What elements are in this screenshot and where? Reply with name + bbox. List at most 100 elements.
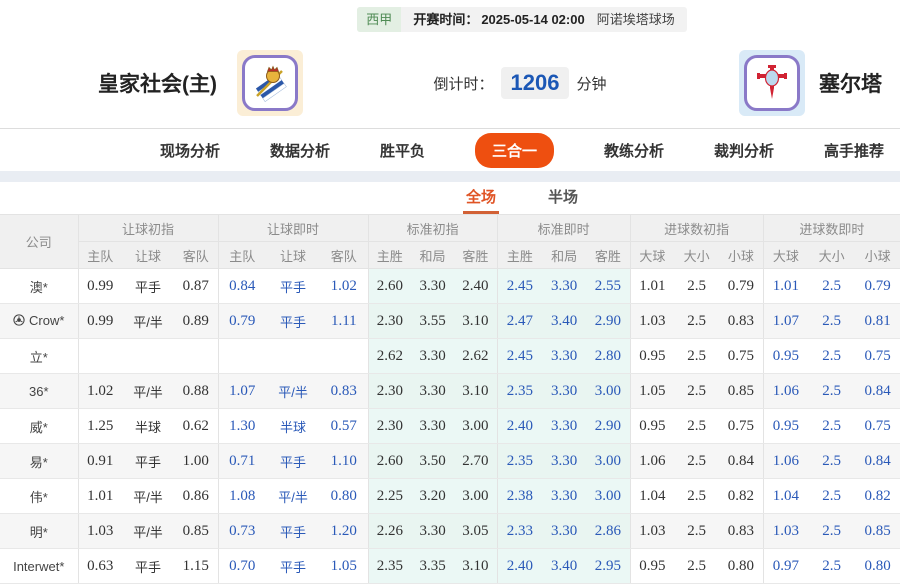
odds-cell: 2.5 (674, 338, 720, 374)
odds-cell: 1.02 (77, 373, 122, 409)
odds-cell: 1.06 (629, 443, 675, 479)
odds-cell: 3.00 (586, 443, 631, 479)
top-bar: 西甲 开赛时间： 2025-05-14 02:00 阿诺埃塔球场 (0, 0, 900, 38)
odds-cell: 1.01 (77, 478, 122, 514)
column-header: 客队 (320, 241, 369, 269)
soccer-ball-icon (13, 314, 25, 326)
odds-cell: 1.30 (217, 408, 267, 444)
odds-cell: 0.84 (217, 268, 267, 304)
odds-cell: 2.5 (808, 548, 856, 584)
column-header: 客队 (174, 241, 219, 269)
odds-cell: 3.00 (586, 478, 631, 514)
company-name: 伟* (29, 489, 48, 505)
match-info-strip: 西甲 开赛时间： 2025-05-14 02:00 阿诺埃塔球场 (357, 6, 687, 32)
group-header: 让球初指 (77, 214, 219, 242)
column-header: 让球 (266, 241, 321, 269)
company-cell[interactable]: 威* (0, 408, 78, 444)
odds-cell: 3.30 (542, 338, 587, 374)
nav-tab-3[interactable]: 胜平负 (379, 142, 425, 160)
company-cell[interactable]: Interwet* (0, 548, 78, 584)
nav-tabs: 现场分析 数据分析 胜平负 三合一 教练分析 裁判分析 高手推荐 (159, 132, 885, 168)
odds-cell: 3.30 (542, 513, 587, 549)
odds-cell: 2.35 (496, 443, 543, 479)
odds-cell: 0.75 (719, 338, 764, 374)
odds-cell: 2.5 (674, 268, 720, 304)
column-header: 大球 (762, 241, 809, 269)
company-cell[interactable]: Crow* (0, 303, 78, 339)
odds-cell: 2.55 (586, 268, 631, 304)
column-header: 主胜 (496, 241, 543, 269)
odds-cell: 0.79 (719, 268, 764, 304)
divider-band (0, 171, 900, 182)
odds-cell: 0.88 (174, 373, 219, 409)
odds-cell: 3.50 (411, 443, 455, 479)
odds-cell: 3.30 (542, 373, 587, 409)
nav-tab-4[interactable]: 三合一 (474, 132, 554, 168)
company-cell[interactable]: 澳* (0, 268, 78, 304)
nav-tab-5[interactable]: 教练分析 (604, 142, 665, 160)
nav-tab-2[interactable]: 数据分析 (269, 142, 330, 160)
company-cell[interactable]: 易* (0, 443, 78, 479)
odds-cell: 1.01 (762, 268, 809, 304)
column-header: 主胜 (367, 241, 412, 269)
odds-cell: 平手 (122, 548, 174, 584)
header-col-row: 主队 让球 客队 主队 让球 客队 主胜 和局 客胜 主胜 和局 客胜 大球 大小 小球 大球 大小 小球 (0, 241, 900, 269)
odds-cell: 2.95 (586, 548, 631, 584)
home-crest-box (242, 55, 298, 111)
odds-cell: 1.08 (217, 478, 267, 514)
odds-cell: 平手 (122, 443, 174, 479)
sub-tab-bar: 全场 半场 (0, 182, 900, 214)
column-header: 客胜 (454, 241, 498, 269)
odds-cell: 0.83 (719, 513, 764, 549)
odds-cell: 2.60 (367, 268, 412, 304)
odds-cell: 2.25 (367, 478, 412, 514)
odds-cell: 平/半 (266, 373, 321, 409)
celta-vigo-crest-icon (757, 65, 787, 99)
odds-cell (266, 338, 321, 374)
sub-tab-1[interactable]: 全场 (462, 182, 499, 214)
table-row: 明* 1.03 平/半 0.85 0.73 平手 1.20 2.26 3.30 3.05 2.33 3… (0, 513, 900, 549)
company-cell[interactable]: 立* (0, 338, 78, 374)
odds-cell: 2.90 (586, 303, 631, 339)
sub-tab-2[interactable]: 半场 (548, 189, 579, 206)
odds-cell: 2.5 (674, 443, 720, 479)
odds-cell: 1.07 (762, 303, 809, 339)
nav-tab-6[interactable]: 裁判分析 (714, 142, 775, 160)
venue-label: 阿诺埃塔球场 (596, 11, 675, 27)
company-cell[interactable]: 明* (0, 513, 78, 549)
odds-cell: 3.30 (542, 408, 587, 444)
nav-tab-1[interactable]: 现场分析 (159, 142, 220, 160)
nav-tab-7[interactable]: 高手推荐 (824, 142, 885, 160)
odds-cell: 1.10 (320, 443, 369, 479)
kickoff-label: 开赛时间： (413, 11, 479, 27)
odds-cell: 1.05 (320, 548, 369, 584)
odds-cell: 2.5 (808, 373, 856, 409)
odds-cell: 0.62 (174, 408, 219, 444)
company-cell[interactable]: 36* (0, 373, 78, 409)
odds-cell: 1.11 (320, 303, 369, 339)
odds-cell: 3.30 (411, 373, 455, 409)
odds-cell: 2.35 (496, 373, 543, 409)
company-name: 澳* (29, 279, 48, 295)
odds-cell: 3.35 (411, 548, 455, 584)
company-cell[interactable]: 伟* (0, 478, 78, 514)
countdown-value: 1206 (500, 67, 570, 99)
odds-cell: 平/半 (266, 478, 321, 514)
company-name: 明* (29, 524, 48, 540)
odds-cell: 2.30 (367, 303, 412, 339)
odds-cell: 2.62 (454, 338, 498, 374)
group-header: 标准即时 (496, 214, 631, 242)
odds-cell: 3.30 (542, 478, 587, 514)
odds-cell: 1.02 (320, 268, 369, 304)
company-name: 36* (28, 383, 49, 399)
column-header: 小球 (719, 241, 764, 269)
odds-cell: 3.00 (586, 373, 631, 409)
odds-cell: 2.5 (674, 548, 720, 584)
odds-cell: 2.86 (586, 513, 631, 549)
odds-cell: 1.04 (762, 478, 809, 514)
odds-cell: 2.62 (367, 338, 412, 374)
column-header: 大小 (808, 241, 856, 269)
odds-cell: 2.5 (808, 303, 856, 339)
odds-cell: 0.99 (77, 303, 122, 339)
odds-cell: 0.79 (855, 268, 900, 304)
